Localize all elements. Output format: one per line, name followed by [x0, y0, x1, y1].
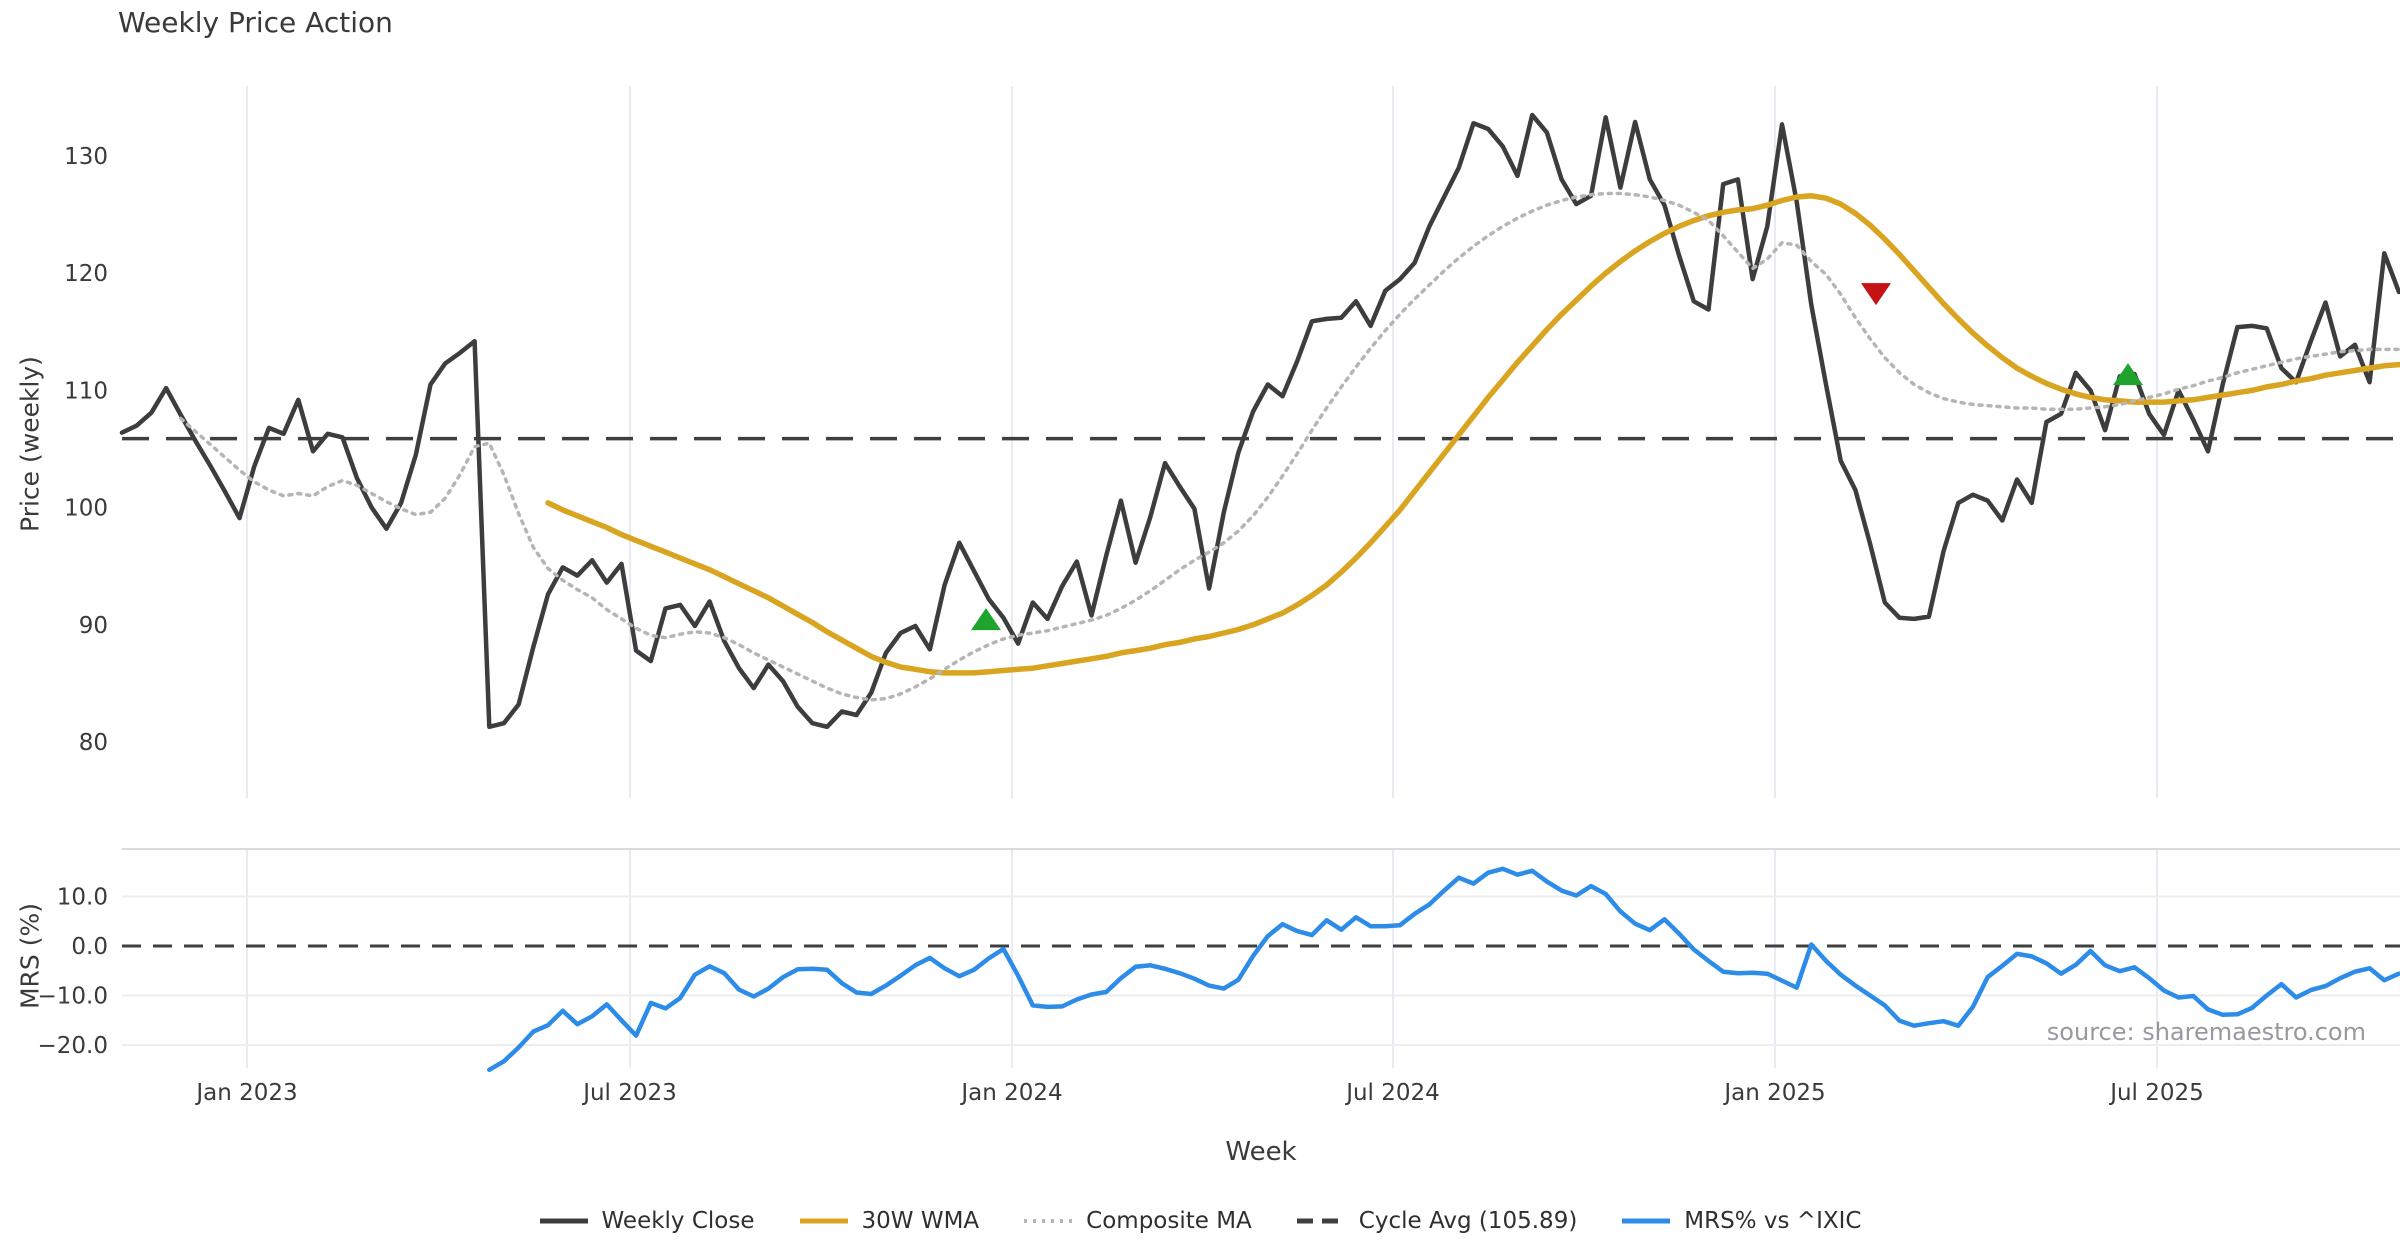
series-mrs-vs-ixic [487, 866, 2400, 1073]
series-composite-ma [179, 191, 2400, 702]
price-tick-label: 90 [79, 613, 108, 639]
legend-label: Composite MA [1086, 1208, 1252, 1234]
mrs-tick-label: 0.0 [71, 934, 108, 960]
legend-swatch-dashed-line-icon [1296, 1218, 1345, 1224]
price-tick-label: 80 [79, 730, 108, 756]
mrs-axis-label: MRS (%) [15, 902, 45, 1010]
source-note: source: sharemaestro.com [2046, 1018, 2366, 1046]
x-tick-label: Jul 2024 [1344, 1080, 1440, 1106]
x-tick-label: Jul 2025 [2108, 1080, 2204, 1106]
mrs-tick-label: −20.0 [38, 1033, 108, 1059]
legend: Weekly Close 30W WMA Composite MA Cycle Avg… [0, 1208, 2400, 1234]
price-tick-label: 110 [64, 378, 108, 404]
legend-item: Cycle Avg (105.89) [1296, 1208, 1578, 1234]
mrs-tick-label: 10.0 [57, 885, 108, 911]
legend-item: Composite MA [1023, 1208, 1252, 1234]
legend-item: 30W WMA [799, 1208, 980, 1234]
price-tick-label: 120 [64, 261, 108, 287]
legend-item: MRS% vs ^IXIC [1621, 1208, 1861, 1234]
mrs-tick-label: −10.0 [38, 984, 108, 1010]
buy-marker-icon [971, 608, 1001, 631]
sell-marker-icon [1861, 283, 1891, 306]
legend-swatch-solid-line-icon [799, 1218, 848, 1224]
price-tick-label: 100 [64, 496, 108, 522]
x-axis-label: Week [1225, 1137, 1297, 1167]
legend-item: Weekly Close [539, 1208, 755, 1234]
legend-swatch-dotted-line-icon [1024, 1219, 1073, 1223]
legend-label: Weekly Close [601, 1208, 755, 1234]
legend-label: MRS% vs ^IXIC [1684, 1208, 1862, 1234]
x-tick-label: Jul 2023 [581, 1080, 677, 1106]
buy-marker-icon [2113, 363, 2143, 386]
legend-label: Cycle Avg (105.89) [1358, 1208, 1578, 1234]
legend-label: 30W WMA [861, 1208, 980, 1234]
price-tick-label: 130 [64, 144, 108, 170]
series-30w-wma [545, 193, 2400, 676]
series-weekly-close [119, 112, 2400, 730]
legend-swatch-solid-line-icon [539, 1218, 588, 1224]
chart-title: Weekly Price Action [118, 6, 393, 39]
price-axis-label: Price (weekly) [15, 356, 45, 532]
x-tick-label: Jan 2024 [959, 1080, 1062, 1106]
legend-swatch-solid-line-icon [1622, 1218, 1671, 1224]
x-tick-label: Jan 2025 [1722, 1080, 1825, 1106]
x-tick-label: Jan 2023 [194, 1080, 297, 1106]
